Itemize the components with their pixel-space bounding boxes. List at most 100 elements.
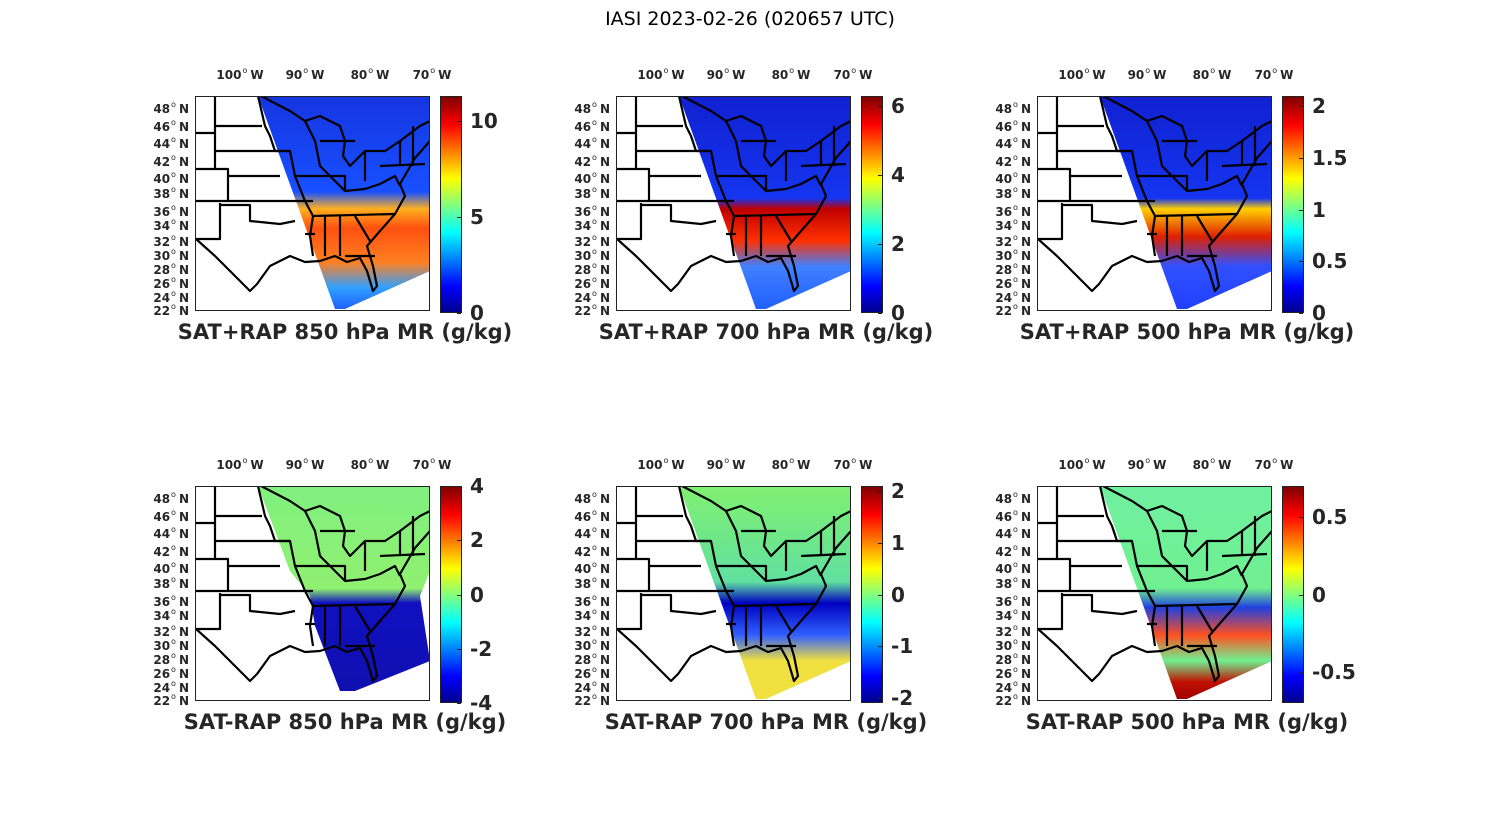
colorbar-tick-label: -4 (470, 691, 493, 715)
longitude-label: 100o W (1058, 66, 1106, 82)
panel-caption: SAT+RAP 700 hPa MR (g/kg) (598, 320, 934, 344)
latitude-label: 30o N (574, 637, 610, 653)
longitude-label: 100o W (216, 456, 264, 472)
latitude-label: 34o N (995, 607, 1031, 623)
map-frame (1037, 486, 1272, 701)
latitude-label: 28o N (153, 261, 189, 277)
colorbar-tick-label: 2 (891, 479, 905, 504)
latitude-label: 34o N (153, 607, 189, 623)
latitude-label: 36o N (995, 203, 1031, 219)
colorbar-tick-mark (457, 313, 461, 314)
latitude-label: 42o N (153, 543, 189, 559)
colorbar-tick-label: 0 (470, 582, 484, 607)
state-boundaries (195, 96, 430, 293)
latitude-label: 34o N (574, 217, 610, 233)
map-panel: 100o W 90o W 80o W 70o W 48o N 46o N 44o N 42o N 40o N 38o… (995, 66, 1457, 396)
colorbar-tick-mark (878, 542, 882, 544)
colorbar-tick-mark (457, 703, 461, 704)
longitude-label: 80o W (771, 456, 811, 472)
state-boundaries (616, 96, 851, 293)
latitude-label: 40o N (574, 170, 610, 186)
state-boundaries (195, 486, 430, 683)
colorbar-tick-mark (878, 244, 882, 246)
colorbar-tick-mark (878, 697, 882, 699)
longitude-label: 100o W (637, 66, 685, 82)
latitude-label: 34o N (153, 217, 189, 233)
colorbar-tick-mark (1299, 517, 1303, 518)
colorbar (440, 96, 462, 313)
colorbar-tick-mark (878, 646, 882, 648)
panel-caption: SAT+RAP 500 hPa MR (g/kg) (1019, 320, 1355, 344)
latitude-label: 30o N (995, 637, 1031, 653)
colorbar-tick-mark (878, 594, 882, 596)
longitude-label: 100o W (637, 456, 685, 472)
latitude-label: 48o N (574, 100, 610, 116)
latitude-label: 30o N (153, 637, 189, 653)
latitude-label: 28o N (995, 651, 1031, 667)
latitude-label: 40o N (153, 170, 189, 186)
latitude-label: 26o N (995, 275, 1031, 291)
latitude-label: 38o N (574, 185, 610, 201)
latitude-label: 48o N (153, 100, 189, 116)
longitude-label: 90o W (285, 456, 325, 472)
latitude-label: 26o N (995, 665, 1031, 681)
latitude-label: 48o N (995, 100, 1031, 116)
colorbar-tick-label: 4 (891, 163, 905, 188)
map-frame (1037, 96, 1272, 311)
latitude-label: 22o N (153, 692, 189, 708)
longitude-label: 70o W (833, 66, 873, 82)
colorbar-tick-mark (457, 540, 461, 542)
longitude-label: 70o W (833, 456, 873, 472)
latitude-label: 36o N (153, 593, 189, 609)
longitude-label: 80o W (350, 456, 390, 472)
colorbar-tick-label: 0 (470, 301, 484, 325)
latitude-label: 30o N (574, 247, 610, 263)
map-frame (195, 486, 430, 701)
latitude-label: 24o N (574, 289, 610, 305)
longitude-label: 70o W (1254, 456, 1294, 472)
map-panel: 100o W 90o W 80o W 70o W 48o N 46o N 44o N 42o N 40o N 38o… (574, 456, 1036, 786)
latitude-label: 28o N (995, 261, 1031, 277)
latitude-label: 32o N (995, 623, 1031, 639)
latitude-label: 28o N (574, 261, 610, 277)
latitude-label: 46o N (153, 508, 189, 524)
latitude-label: 44o N (153, 135, 189, 151)
longitude-label: 80o W (350, 66, 390, 82)
longitude-label: 100o W (1058, 456, 1106, 472)
colorbar (440, 486, 462, 703)
latitude-label: 22o N (995, 692, 1031, 708)
colorbar-tick-label: 0 (1312, 301, 1326, 325)
latitude-label: 24o N (995, 289, 1031, 305)
latitude-label: 36o N (153, 203, 189, 219)
colorbar-tick-mark (1299, 672, 1303, 673)
colorbar-tick-label: 1 (891, 530, 905, 555)
colorbar-tick-label: 5 (470, 204, 484, 229)
colorbar-tick-label: -1 (891, 634, 914, 659)
colorbar-tick-label: -2 (470, 636, 493, 661)
longitude-label: 90o W (706, 66, 746, 82)
colorbar-tick-label: 1 (1312, 197, 1326, 222)
latitude-label: 24o N (153, 679, 189, 695)
latitude-label: 26o N (574, 275, 610, 291)
panel-caption: SAT-RAP 700 hPa MR (g/kg) (604, 710, 928, 734)
map-frame (616, 486, 851, 701)
latitude-label: 42o N (153, 153, 189, 169)
latitude-label: 24o N (574, 679, 610, 695)
latitude-label: 28o N (574, 651, 610, 667)
colorbar (861, 486, 883, 703)
colorbar-tick-mark (1299, 106, 1303, 108)
longitude-label: 90o W (1127, 456, 1167, 472)
colorbar-tick-label: -2 (891, 685, 914, 710)
state-boundaries (1037, 96, 1272, 293)
colorbar-tick-label: 0 (1312, 582, 1326, 607)
state-boundaries (1037, 486, 1272, 683)
latitude-label: 42o N (995, 153, 1031, 169)
panel-caption: SAT-RAP 850 hPa MR (g/kg) (183, 710, 507, 734)
latitude-label: 32o N (574, 623, 610, 639)
colorbar-tick-mark (878, 106, 882, 108)
longitude-label: 80o W (1192, 456, 1232, 472)
latitude-label: 22o N (153, 302, 189, 318)
latitude-label: 24o N (153, 289, 189, 305)
longitude-label: 100o W (216, 66, 264, 82)
latitude-label: 30o N (153, 247, 189, 263)
